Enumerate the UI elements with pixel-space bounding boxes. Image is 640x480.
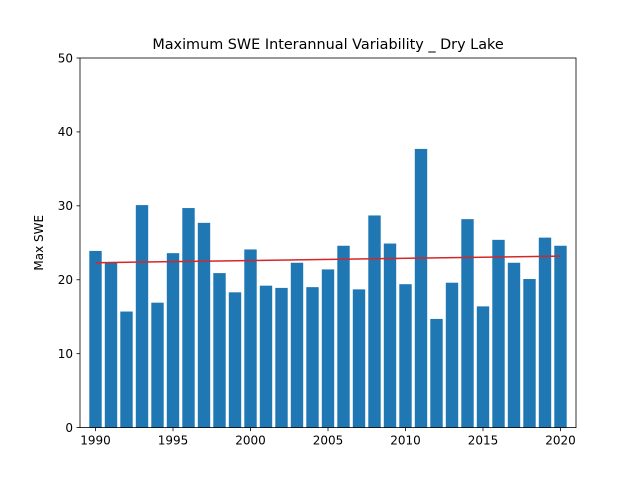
bar-2002	[275, 287, 288, 428]
bar-1999	[228, 292, 242, 428]
bar-2014	[461, 219, 474, 428]
bar-1991	[104, 262, 118, 428]
bar-2016	[492, 239, 505, 428]
bars-group	[89, 148, 567, 428]
y-tick-label-10: 10	[58, 347, 73, 361]
bar-2008	[368, 215, 381, 428]
y-axis: 0 10 20 30 40 50	[58, 51, 80, 435]
y-tick-label-40: 40	[58, 125, 73, 139]
bar-1990	[89, 250, 102, 428]
bar-1997	[197, 222, 211, 428]
bar-2015	[476, 306, 490, 428]
bar-1993	[135, 205, 149, 428]
bar-2010	[399, 284, 412, 428]
trend-group	[95, 255, 561, 264]
bar-2004	[306, 287, 319, 428]
bar-2019	[538, 237, 552, 428]
x-tick-label-2005: 2005	[313, 434, 344, 448]
bar-2017	[507, 262, 521, 428]
bar-2011	[414, 148, 428, 428]
bar-2020	[554, 245, 567, 428]
bar-2013	[445, 282, 459, 428]
y-tick-label-30: 30	[58, 199, 73, 213]
bar-2007	[352, 289, 366, 428]
bar-1992	[120, 311, 133, 428]
x-tick-label-2010: 2010	[390, 434, 421, 448]
y-tick-label-20: 20	[58, 273, 73, 287]
bar-1998	[213, 273, 226, 428]
bar-2006	[337, 245, 350, 428]
bar-2003	[290, 262, 304, 428]
bar-2012	[430, 318, 443, 428]
bar-1995	[166, 253, 180, 428]
y-tick-label-0: 0	[65, 421, 73, 435]
bar-2000	[244, 249, 257, 428]
y-axis-label: Max SWE	[32, 215, 46, 271]
bar-1996	[182, 208, 195, 428]
plot-frame	[79, 57, 577, 429]
y-tick-label-50: 50	[58, 51, 73, 65]
trend-line	[95, 255, 561, 264]
bar-2009	[383, 243, 397, 428]
x-tick-label-2015: 2015	[468, 434, 499, 448]
x-tick-label-2000: 2000	[235, 434, 266, 448]
x-tick-label-2020: 2020	[545, 434, 576, 448]
bar-2018	[523, 279, 536, 428]
bar-1994	[151, 302, 164, 428]
bar-2001	[259, 285, 273, 428]
chart-title: Maximum SWE Interannual Variability _ Dr…	[152, 37, 504, 53]
x-tick-label-1995: 1995	[158, 434, 189, 448]
x-axis: 1990 1995 2000 2005 2010 2015 2020	[80, 427, 576, 448]
x-tick-label-1990: 1990	[80, 434, 111, 448]
bar-2005	[321, 269, 335, 428]
